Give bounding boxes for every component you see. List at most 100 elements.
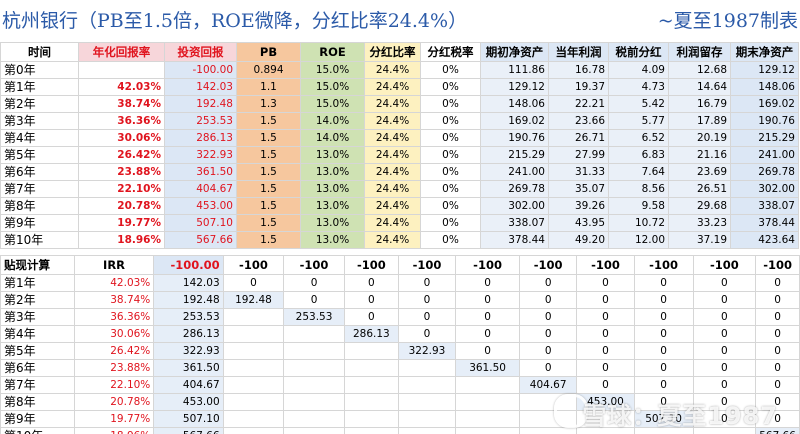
table2-cell: 0 [397, 274, 457, 292]
table1-cell: 13.0% [300, 163, 365, 181]
table1-cell: 20.78% [78, 197, 165, 215]
table2-cell: 286.13 [343, 325, 399, 343]
table1-header-cell: 年化回报率 [78, 42, 165, 62]
row-label: 第4年 [0, 325, 75, 343]
watermark: 雪球：夏至1987 [582, 402, 778, 430]
table2-cell [222, 359, 285, 377]
table2-cell: 0 [633, 291, 694, 309]
table1-cell: -100.00 [164, 61, 237, 79]
table1-cell: 24.4% [364, 163, 421, 181]
table1-cell: 26.51 [668, 180, 731, 198]
table1-cell: 10.72 [608, 214, 669, 232]
table1-cell: 0% [420, 163, 481, 181]
table2-cell [455, 393, 521, 411]
table2-cell: 0 [633, 274, 694, 292]
table2-cell [222, 393, 285, 411]
irr-value: 30.06% [73, 325, 155, 343]
row-label: 第3年 [0, 308, 75, 326]
table1-cell: 24.4% [364, 197, 421, 215]
table1-cell: 361.50 [164, 163, 237, 181]
table2-cell: 0 [455, 325, 521, 343]
table1-cell: 253.53 [164, 112, 237, 130]
irr-value: 36.36% [73, 308, 155, 326]
table1-cell: 6.83 [608, 146, 669, 164]
table2-cell: 0 [283, 274, 345, 292]
row-label: 第1年 [0, 274, 75, 292]
row-label: 第0年 [0, 61, 79, 79]
table2-cell: 0 [576, 325, 635, 343]
table1-header-cell: 利润留存 [668, 42, 731, 62]
table2-cell [633, 427, 694, 434]
table2-header-value: -100 [283, 255, 345, 275]
table1-cell: 148.06 [730, 78, 799, 96]
table2-cell: 253.53 [283, 308, 345, 326]
table2-cell [343, 342, 399, 360]
table1-cell: 39.26 [548, 197, 609, 215]
table2-cell [222, 342, 285, 360]
table1-cell: 0% [420, 231, 481, 249]
table1-cell: 1.5 [236, 197, 301, 215]
table1-row: 第5年 26.42% 322.93 1.5 13.0% 24.4% 0% 215.29 27.9… [0, 146, 799, 164]
table2-cell [397, 427, 457, 434]
table1-cell: 23.66 [548, 112, 609, 130]
row-label: 第6年 [0, 359, 75, 377]
table2-cell: 0 [692, 291, 757, 309]
table2-cell: 453.00 [576, 393, 635, 411]
table2-cell [222, 308, 285, 326]
cashflow-value: 142.03 [153, 274, 224, 292]
cashflow-value: 567.66 [153, 427, 224, 434]
table1-row: 第10年 18.96% 567.66 1.5 13.0% 24.4% 0% 378.44 49.… [0, 231, 799, 249]
table2-cell: 0 [692, 325, 757, 343]
table1-cell: 22.10% [78, 180, 165, 198]
row-label: 第10年 [0, 427, 75, 434]
table1-header-cell: PB [236, 42, 301, 62]
irr-value: 19.77% [73, 410, 155, 428]
table1-cell: 192.48 [164, 95, 237, 113]
table1-cell: 14.0% [300, 129, 365, 147]
page-title: 杭州银行（PB至1.5倍，ROE微降，分红比率24.4%） ~夏至1987制表 [0, 0, 800, 42]
table2-cell: 0 [755, 359, 800, 377]
table1-cell: 423.64 [730, 231, 799, 249]
discount-table: 贴现计算 IRR -100.00 -100 -100 -100 -100 -100 -100 -1… [0, 255, 800, 434]
table2-row: 第2年 38.74% 192.48 192.48 0 0 0 0 0 0 0 0 0 [0, 291, 800, 309]
watermark-logo-icon [554, 394, 588, 428]
table2-cell [455, 410, 521, 428]
table1-cell: 19.37 [548, 78, 609, 96]
table1-cell: 27.99 [548, 146, 609, 164]
table2-cell: 361.50 [455, 359, 521, 377]
irr-header: IRR [73, 255, 155, 275]
table2-cell: 0 [343, 308, 399, 326]
table1-cell: 24.4% [364, 180, 421, 198]
table2-row: 第4年 30.06% 286.13 286.13 0 0 0 0 0 0 0 [0, 325, 800, 343]
table1-cell: 0% [420, 112, 481, 130]
table2-cell: 0 [692, 376, 757, 394]
table1-cell: 19.77% [78, 214, 165, 232]
table1-cell: 37.19 [668, 231, 731, 249]
table2-cell [576, 427, 635, 434]
table2-row: 第5年 26.42% 322.93 322.93 0 0 0 0 0 0 [0, 342, 800, 360]
irr-value: 18.96% [73, 427, 155, 434]
table1-cell: 4.09 [608, 61, 669, 79]
table2-cell: 0 [519, 325, 578, 343]
table2-cell: 0 [755, 325, 800, 343]
table2-cell: 322.93 [397, 342, 457, 360]
table2-header-value: -100 [519, 255, 578, 275]
table2-cell: 0 [576, 308, 635, 326]
table2-cell: 0 [576, 274, 635, 292]
table1-cell: 7.64 [608, 163, 669, 181]
table2-cell: 0 [576, 342, 635, 360]
table2-cell: 0 [455, 342, 521, 360]
table1-cell: 378.44 [730, 214, 799, 232]
table2-cell [397, 376, 457, 394]
irr-value: 26.42% [73, 342, 155, 360]
projection-table: 时间 年化回报率 投资回报 PB ROE 分红比率 分红税率 期初净资产 当年利润 税前分红 利润留… [0, 42, 799, 249]
row-label: 第5年 [0, 146, 79, 164]
table2-cell: 0 [455, 274, 521, 292]
table1-cell: 453.00 [164, 197, 237, 215]
table2-cell [222, 410, 285, 428]
table2-cell: 0 [633, 325, 694, 343]
table2-row: 第6年 23.88% 361.50 361.50 0 0 0 0 0 [0, 359, 800, 377]
table1-cell: 169.02 [730, 95, 799, 113]
table1-header-cell: 当年利润 [548, 42, 609, 62]
table2-cell: 0 [692, 274, 757, 292]
